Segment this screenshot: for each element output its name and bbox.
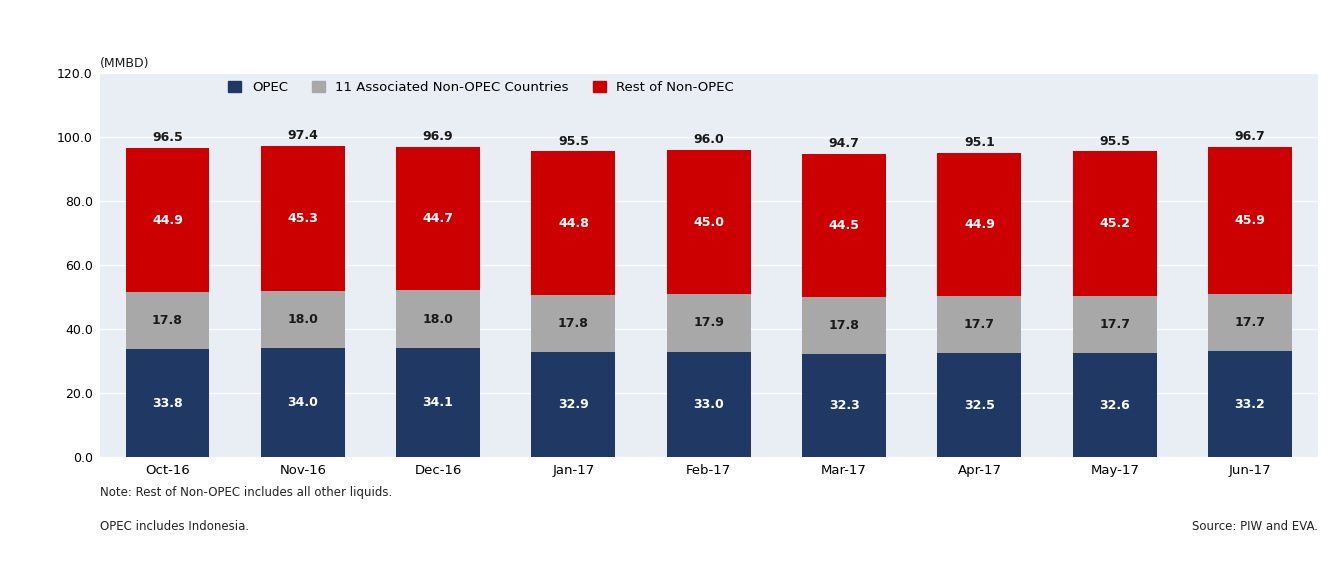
Text: 18.0: 18.0 <box>423 312 454 326</box>
Text: (MMBD): (MMBD) <box>100 57 149 70</box>
Text: OPEC includes Indonesia.: OPEC includes Indonesia. <box>100 520 249 533</box>
Text: 17.8: 17.8 <box>152 314 182 327</box>
Text: 44.9: 44.9 <box>964 218 994 231</box>
Text: 18.0: 18.0 <box>287 313 318 326</box>
Bar <box>803 354 886 457</box>
Bar <box>397 348 480 457</box>
Bar <box>397 147 480 291</box>
Text: 96.0: 96.0 <box>693 134 724 146</box>
Bar <box>1209 294 1292 351</box>
Text: 45.0: 45.0 <box>693 215 724 229</box>
Bar <box>1209 147 1292 294</box>
Bar <box>937 296 1021 353</box>
Bar <box>803 154 886 297</box>
Text: 45.9: 45.9 <box>1235 214 1266 227</box>
Text: 17.9: 17.9 <box>693 316 724 329</box>
Text: 32.5: 32.5 <box>964 399 994 412</box>
Text: 96.7: 96.7 <box>1235 130 1266 144</box>
Text: 44.8: 44.8 <box>558 217 588 229</box>
Bar <box>261 348 345 457</box>
Text: 17.7: 17.7 <box>1235 316 1266 329</box>
Bar <box>531 295 615 352</box>
Text: Source: PIW and EVA.: Source: PIW and EVA. <box>1191 520 1318 533</box>
Text: 94.7: 94.7 <box>829 137 860 150</box>
Bar <box>125 292 209 349</box>
Bar <box>531 352 615 457</box>
Bar <box>1073 151 1157 296</box>
Bar <box>803 297 886 354</box>
Text: 32.3: 32.3 <box>829 399 860 412</box>
Text: EXHIBIT 3: WORLD PRODUCTION VS. OPEC PLAN: EXHIBIT 3: WORLD PRODUCTION VS. OPEC PLA… <box>11 23 446 38</box>
Text: 17.7: 17.7 <box>964 318 994 332</box>
Text: 97.4: 97.4 <box>287 129 318 142</box>
Text: 95.1: 95.1 <box>964 136 994 149</box>
Bar <box>937 153 1021 296</box>
Text: 34.0: 34.0 <box>287 396 318 410</box>
Text: 32.6: 32.6 <box>1099 398 1130 412</box>
Text: 44.7: 44.7 <box>423 212 454 226</box>
Text: 95.5: 95.5 <box>1099 135 1130 148</box>
Text: 17.8: 17.8 <box>829 319 860 332</box>
Bar <box>397 291 480 348</box>
Bar <box>1073 353 1157 457</box>
Bar <box>125 148 209 292</box>
Bar <box>937 353 1021 457</box>
Bar <box>667 150 751 294</box>
Legend: OPEC, 11 Associated Non-OPEC Countries, Rest of Non-OPEC: OPEC, 11 Associated Non-OPEC Countries, … <box>228 81 735 94</box>
Text: 44.9: 44.9 <box>152 214 182 227</box>
Text: 95.5: 95.5 <box>558 135 588 148</box>
Bar <box>531 151 615 295</box>
Text: 45.3: 45.3 <box>287 211 318 224</box>
Text: 34.1: 34.1 <box>423 396 454 409</box>
Text: 45.2: 45.2 <box>1099 217 1130 230</box>
Bar <box>1209 351 1292 457</box>
Text: 44.5: 44.5 <box>829 219 860 232</box>
Bar <box>667 294 751 352</box>
Bar <box>1073 296 1157 353</box>
Text: 33.0: 33.0 <box>693 398 724 411</box>
Text: 17.7: 17.7 <box>1099 318 1130 331</box>
Text: 96.9: 96.9 <box>423 130 454 144</box>
Bar <box>125 349 209 457</box>
Bar <box>261 291 345 348</box>
Text: 33.8: 33.8 <box>152 397 182 410</box>
Text: 17.8: 17.8 <box>558 317 588 330</box>
Bar <box>261 146 345 291</box>
Text: 96.5: 96.5 <box>152 131 182 144</box>
Bar <box>667 352 751 457</box>
Text: 33.2: 33.2 <box>1235 398 1266 411</box>
Text: 32.9: 32.9 <box>558 398 588 411</box>
Text: Note: Rest of Non-OPEC includes all other liquids.: Note: Rest of Non-OPEC includes all othe… <box>100 486 393 499</box>
